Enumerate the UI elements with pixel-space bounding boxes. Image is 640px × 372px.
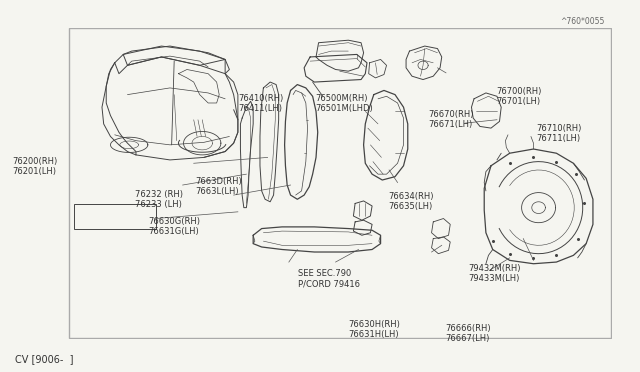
Text: 76670(RH)
76671(LH): 76670(RH) 76671(LH): [428, 110, 474, 129]
Text: SEE SEC.790
P/CORD 79416: SEE SEC.790 P/CORD 79416: [298, 269, 360, 288]
Text: 76500M(RH)
76501M(LHD): 76500M(RH) 76501M(LHD): [315, 94, 372, 113]
Text: ^760*0055: ^760*0055: [560, 17, 604, 26]
Text: 76634(RH)
76635(LH): 76634(RH) 76635(LH): [388, 192, 433, 211]
Text: 76666(RH)
76667(LH): 76666(RH) 76667(LH): [445, 324, 491, 343]
Text: CV [9006-  ]: CV [9006- ]: [15, 354, 74, 364]
Text: 79432M(RH)
79433M(LH): 79432M(RH) 79433M(LH): [468, 264, 520, 283]
Text: 76710(RH)
76711(LH): 76710(RH) 76711(LH): [536, 124, 581, 143]
Text: 76410(RH)
76411(LH): 76410(RH) 76411(LH): [238, 94, 284, 113]
Text: 76200(RH)
76201(LH): 76200(RH) 76201(LH): [12, 157, 57, 176]
Text: 76700(RH)
76701(LH): 76700(RH) 76701(LH): [496, 87, 541, 106]
Text: 76630H(RH)
76631H(LH): 76630H(RH) 76631H(LH): [348, 320, 400, 339]
Text: 76630G(RH)
76631G(LH): 76630G(RH) 76631G(LH): [148, 217, 200, 236]
Text: 76232 (RH)
76233 (LH): 76232 (RH) 76233 (LH): [135, 190, 183, 209]
Text: 7663D(RH)
7663L(LH): 7663D(RH) 7663L(LH): [195, 177, 242, 196]
